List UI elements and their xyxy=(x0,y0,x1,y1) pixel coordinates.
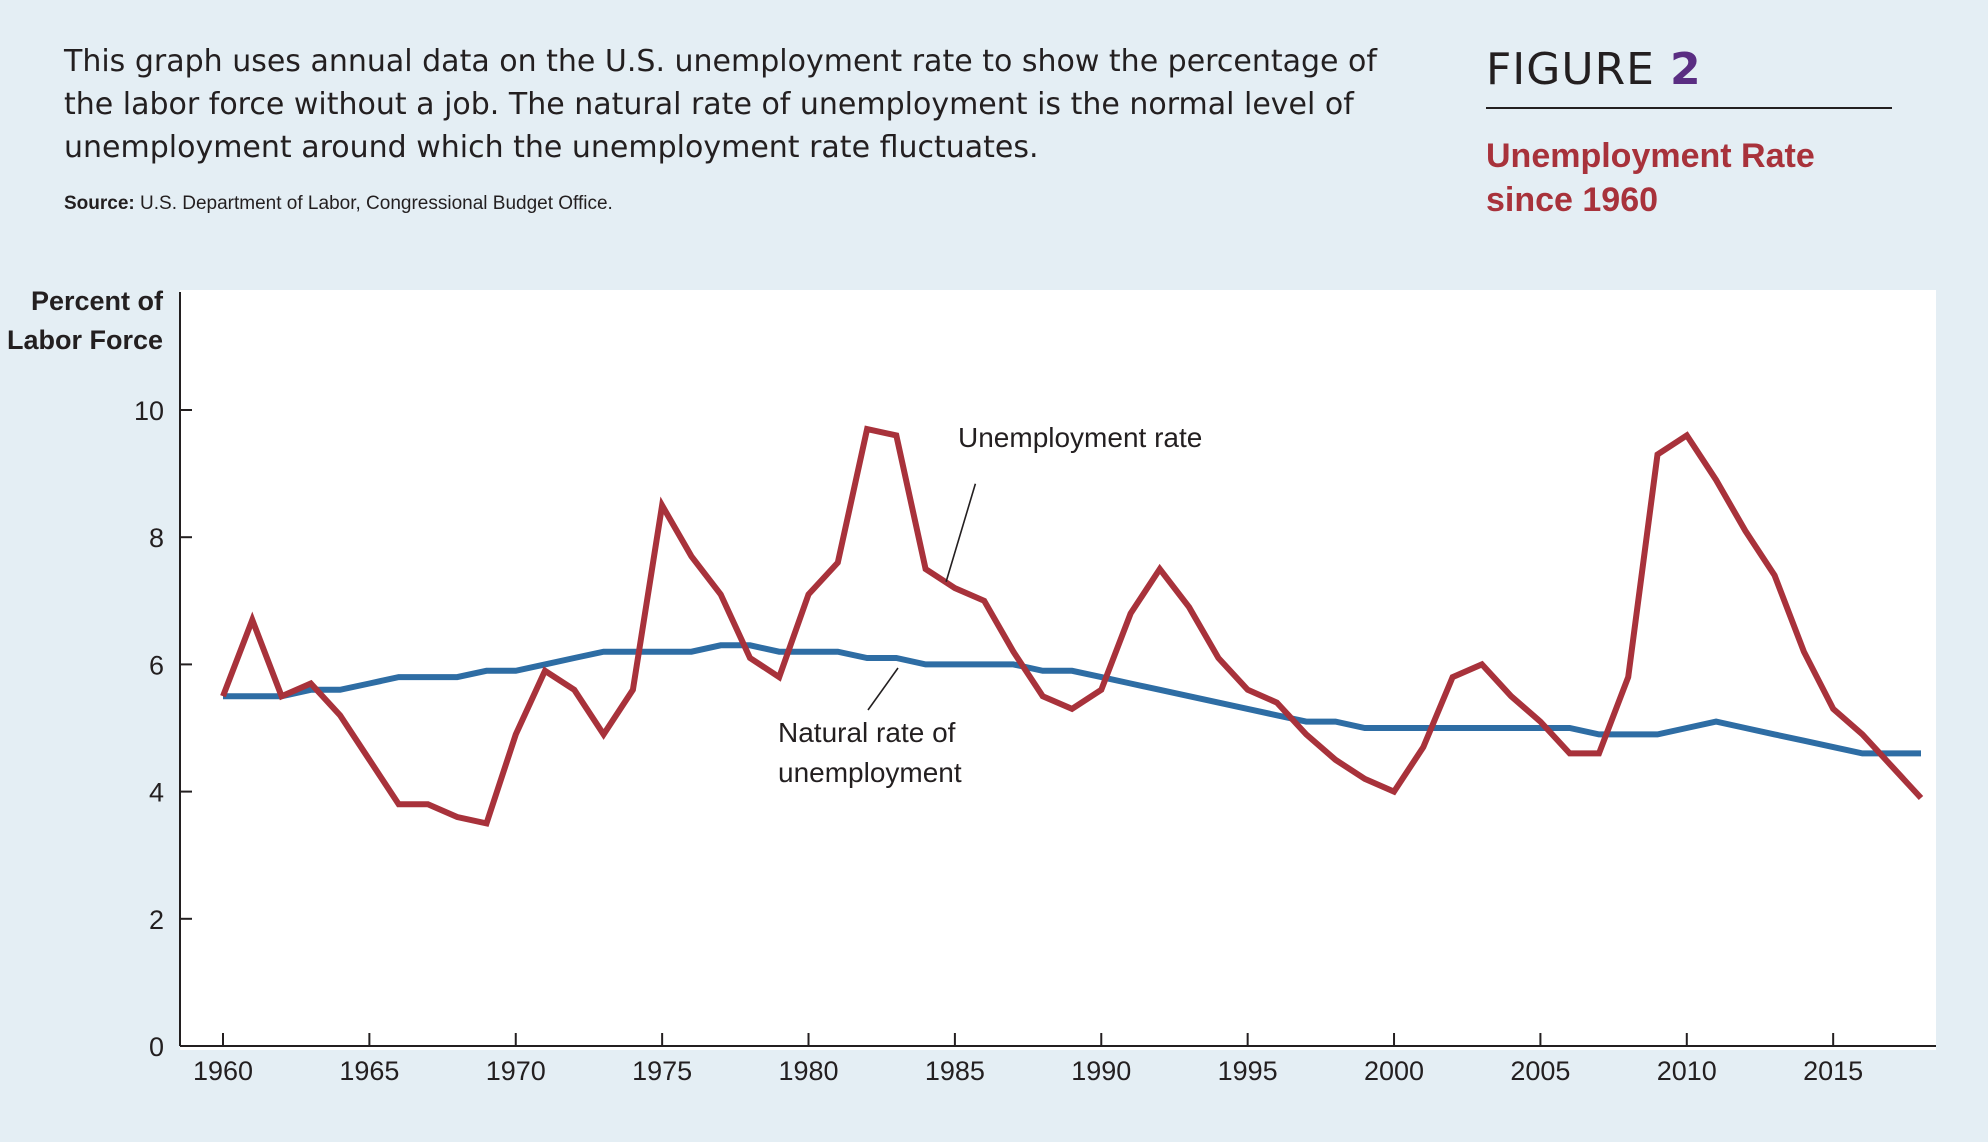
natural-rate-line xyxy=(223,642,1921,757)
x-tick-label: 2005 xyxy=(1510,1056,1570,1086)
y-tick-label: 8 xyxy=(149,523,164,553)
unemployment-leader-line xyxy=(945,483,977,582)
y-axis-label-line-1: Percent of xyxy=(31,286,164,316)
figure-title: Unemployment Rate since 1960 xyxy=(1486,137,1815,219)
y-tick-label: 6 xyxy=(149,650,164,680)
natural-rate-leader-line xyxy=(867,667,899,711)
x-tick-label: 1975 xyxy=(632,1056,692,1086)
y-axis-label-line-2: Labor Force xyxy=(7,325,163,355)
x-tick-label: 2015 xyxy=(1803,1056,1863,1086)
source-text: U.S. Department of Labor, Congressional … xyxy=(140,193,613,214)
annotations: Unemployment rate Natural rate of unemploy… xyxy=(778,422,1202,788)
x-tick-label: 1960 xyxy=(193,1056,253,1086)
series-lines xyxy=(220,425,1924,827)
x-tick-label: 2000 xyxy=(1364,1056,1424,1086)
y-tick-label: 10 xyxy=(134,396,164,426)
y-tick-label: 0 xyxy=(149,1032,164,1062)
x-tick-label: 2010 xyxy=(1657,1056,1717,1086)
x-tick-label: 1990 xyxy=(1071,1056,1131,1086)
unemployment-rate-label: Unemployment rate xyxy=(958,422,1202,453)
source-note: Source: U.S. Department of Labor, Congre… xyxy=(64,193,613,215)
figure-number: 2 xyxy=(1669,44,1702,95)
natural-rate-label-line-1: Natural rate of xyxy=(778,717,956,748)
y-tick-label: 4 xyxy=(149,778,164,808)
description-text: This graph uses annual data on the U.S. … xyxy=(64,44,1377,165)
x-tick-label: 1985 xyxy=(925,1056,985,1086)
x-tick-label: 1995 xyxy=(1218,1056,1278,1086)
figure-label: FIGURE 2 xyxy=(1486,44,1702,95)
x-tick-label: 1980 xyxy=(778,1056,838,1086)
y-tick-label: 2 xyxy=(149,905,164,935)
figure-divider xyxy=(1486,107,1892,109)
x-tick-label: 1965 xyxy=(339,1056,399,1086)
axes: 0 2 4 6 8 10 1960 1965 1970 1975 1980 1985 1990 1995 2… xyxy=(134,292,1936,1086)
x-tick-label: 1970 xyxy=(486,1056,546,1086)
figure-word: FIGURE xyxy=(1486,44,1655,95)
unemployment-rate-line xyxy=(220,425,1924,827)
natural-rate-label-line-2: unemployment xyxy=(778,757,962,788)
source-label: Source: xyxy=(64,193,135,214)
